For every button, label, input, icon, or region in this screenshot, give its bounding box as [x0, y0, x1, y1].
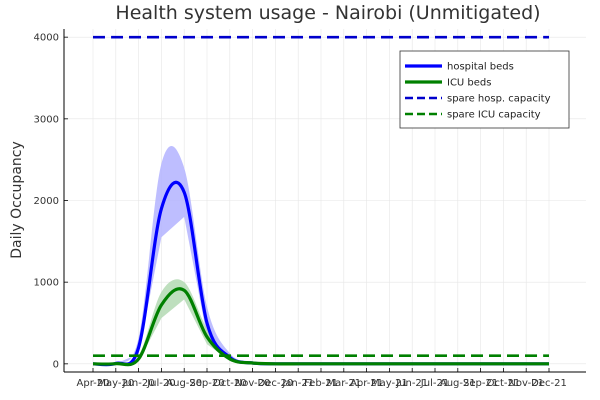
x-tick-label: Aug-20 — [166, 378, 202, 389]
y-axis-label: Daily Occupancy — [9, 141, 25, 258]
x-tick-label: Jun-20 — [122, 378, 155, 389]
x-tick-label: Nov-21 — [508, 378, 544, 389]
x-tick-label: Jul-21 — [420, 378, 449, 389]
series-lines — [92, 35, 549, 367]
x-tick-label: Sep-21 — [463, 378, 498, 389]
x-tick-label: Dec-21 — [531, 378, 567, 389]
x-tick-label: May-21 — [371, 378, 408, 389]
x-tick-label: Jan-21 — [281, 378, 314, 389]
x-tick-label: Nov-20 — [235, 378, 271, 389]
legend-box — [399, 50, 570, 129]
band-icu-beds — [93, 279, 549, 365]
x-tick-label: Feb-21 — [304, 378, 338, 389]
x-tick-label: Apr-20 — [77, 378, 110, 389]
x-tick-label: Sep-20 — [189, 378, 224, 389]
x-ticks: Apr-20May-20Jun-20Jul-20Aug-20Sep-20Oct-… — [77, 368, 567, 389]
x-tick-label: Mar-21 — [327, 378, 362, 389]
legend-label: spare ICU capacity — [447, 110, 541, 121]
band-hospital-beds — [93, 145, 549, 366]
y-tick-label: 0 — [53, 359, 59, 370]
x-tick-label: Dec-20 — [258, 378, 294, 389]
x-tick-label: Oct-21 — [487, 378, 521, 389]
series-icu-beds — [92, 287, 549, 367]
legend-label: ICU beds — [447, 78, 492, 89]
y-tick-label: 4000 — [34, 33, 59, 44]
y-tick-label: 1000 — [34, 278, 59, 289]
x-tick-label: Apr-21 — [350, 378, 383, 389]
legend-label: spare hosp. capacity — [447, 94, 551, 105]
legend-label: hospital beds — [447, 62, 514, 73]
legend: hospital beds ICU beds spare hosp. capacit… — [399, 50, 570, 129]
y-tick-label: 3000 — [34, 114, 59, 125]
x-tick-label: Oct-20 — [213, 378, 247, 389]
x-tick-label: May-20 — [97, 378, 134, 389]
x-tick-label: Jun-21 — [395, 378, 428, 389]
y-ticks: 0 1000 2000 3000 4000 — [34, 33, 68, 370]
chart-title: Health system usage - Nairobi (Unmitigat… — [115, 2, 540, 24]
x-tick-label: Jul-20 — [146, 378, 175, 389]
x-tick-label: Aug-21 — [440, 378, 476, 389]
y-tick-label: 2000 — [34, 196, 59, 207]
confidence-bands — [93, 145, 549, 366]
